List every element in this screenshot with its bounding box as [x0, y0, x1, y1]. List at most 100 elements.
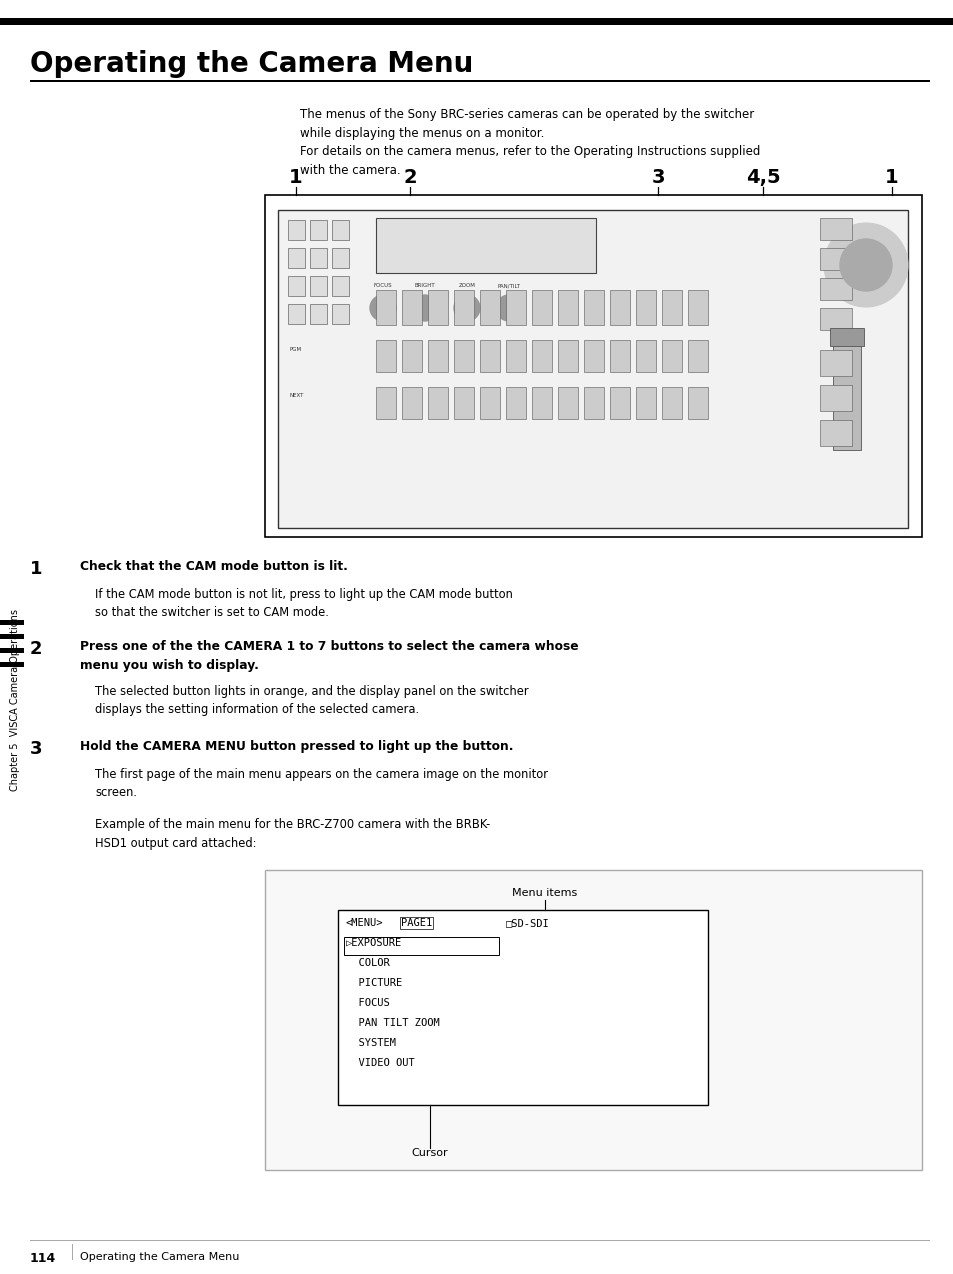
Text: Chapter 5  VISCA Camera Operations: Chapter 5 VISCA Camera Operations	[10, 609, 20, 791]
Bar	[401, 387, 421, 419]
Bar	[0, 634, 24, 640]
Bar	[265, 195, 921, 538]
Bar	[277, 210, 907, 527]
Bar	[288, 220, 305, 240]
Text: □SD-SDI: □SD-SDI	[505, 919, 549, 927]
Text: FOCUS: FOCUS	[346, 998, 390, 1008]
Text: PAGE1: PAGE1	[400, 919, 432, 927]
Bar	[661, 387, 681, 419]
Bar	[479, 387, 499, 419]
Text: 4,5: 4,5	[745, 168, 780, 187]
Bar	[609, 340, 629, 372]
Bar	[636, 290, 656, 325]
Text: 1: 1	[30, 561, 43, 578]
Bar	[558, 340, 578, 372]
Circle shape	[370, 296, 395, 321]
Bar	[0, 648, 24, 654]
Bar	[344, 936, 498, 956]
Bar	[0, 620, 24, 626]
Bar	[288, 276, 305, 296]
Text: 2: 2	[403, 168, 416, 187]
Bar	[583, 290, 603, 325]
Bar	[583, 340, 603, 372]
Bar	[332, 248, 349, 268]
Bar	[558, 290, 578, 325]
Text: 2: 2	[30, 640, 43, 657]
Text: Press one of the the CAMERA 1 to 7 buttons to select the camera whose
menu you w: Press one of the the CAMERA 1 to 7 butto…	[80, 640, 578, 671]
Text: Menu items: Menu items	[512, 888, 577, 898]
Text: NEXT: NEXT	[290, 392, 304, 397]
Bar	[428, 387, 448, 419]
Text: 3: 3	[30, 740, 43, 758]
Text: BRIGHT: BRIGHT	[415, 283, 435, 288]
Text: PAN/TILT: PAN/TILT	[497, 283, 520, 288]
Bar	[609, 290, 629, 325]
Circle shape	[412, 296, 437, 321]
Circle shape	[823, 223, 907, 307]
Text: The first page of the main menu appears on the camera image on the monitor
scree: The first page of the main menu appears …	[95, 768, 547, 800]
Bar	[532, 290, 552, 325]
Bar	[288, 304, 305, 324]
Text: PAN TILT ZOOM: PAN TILT ZOOM	[346, 1018, 439, 1028]
Bar	[687, 387, 707, 419]
Text: Hold the CAMERA MENU button pressed to light up the button.: Hold the CAMERA MENU button pressed to l…	[80, 740, 513, 753]
Text: If the CAM mode button is not lit, press to light up the CAM mode button
so that: If the CAM mode button is not lit, press…	[95, 589, 513, 619]
Text: 114: 114	[30, 1252, 56, 1265]
Text: Operating the Camera Menu: Operating the Camera Menu	[30, 50, 473, 78]
Bar	[454, 387, 474, 419]
Bar	[832, 340, 861, 450]
Bar	[505, 387, 525, 419]
Circle shape	[840, 240, 891, 290]
Bar	[265, 870, 921, 1170]
Bar	[532, 387, 552, 419]
Text: Example of the main menu for the BRC-Z700 camera with the BRBK-
HSD1 output card: Example of the main menu for the BRC-Z70…	[95, 818, 490, 850]
Bar	[310, 248, 327, 268]
Bar	[401, 340, 421, 372]
Bar	[820, 420, 851, 446]
Bar	[661, 290, 681, 325]
Bar	[609, 387, 629, 419]
Bar	[332, 304, 349, 324]
Bar	[583, 387, 603, 419]
Bar	[687, 290, 707, 325]
Bar	[820, 350, 851, 376]
Text: ▷EXPOSURE: ▷EXPOSURE	[346, 938, 402, 948]
Bar	[310, 276, 327, 296]
Bar	[375, 290, 395, 325]
Text: PGM: PGM	[290, 347, 302, 352]
Text: PICTURE: PICTURE	[346, 978, 402, 989]
Bar	[401, 290, 421, 325]
Bar	[820, 308, 851, 330]
Text: VIDEO OUT: VIDEO OUT	[346, 1057, 415, 1068]
Bar	[820, 218, 851, 240]
Bar	[661, 340, 681, 372]
Bar	[71, 1243, 73, 1260]
Text: 1: 1	[289, 168, 302, 187]
Bar	[454, 340, 474, 372]
Bar	[332, 220, 349, 240]
Bar	[479, 340, 499, 372]
Text: The selected button lights in orange, and the display panel on the switcher
disp: The selected button lights in orange, an…	[95, 685, 528, 716]
Bar	[375, 218, 596, 273]
Bar	[375, 340, 395, 372]
Bar	[829, 327, 863, 347]
Bar	[505, 340, 525, 372]
Bar	[820, 248, 851, 270]
Bar	[375, 387, 395, 419]
Bar	[687, 340, 707, 372]
Text: Cursor: Cursor	[412, 1148, 448, 1158]
Bar	[505, 290, 525, 325]
Bar	[820, 385, 851, 412]
Bar	[479, 290, 499, 325]
Bar	[337, 910, 707, 1105]
Text: 3: 3	[651, 168, 664, 187]
Text: 1: 1	[884, 168, 898, 187]
Bar	[0, 18, 953, 25]
Bar	[332, 276, 349, 296]
Bar	[428, 290, 448, 325]
Circle shape	[496, 296, 521, 321]
Bar	[636, 387, 656, 419]
Bar	[532, 340, 552, 372]
Bar	[288, 248, 305, 268]
Circle shape	[454, 296, 479, 321]
